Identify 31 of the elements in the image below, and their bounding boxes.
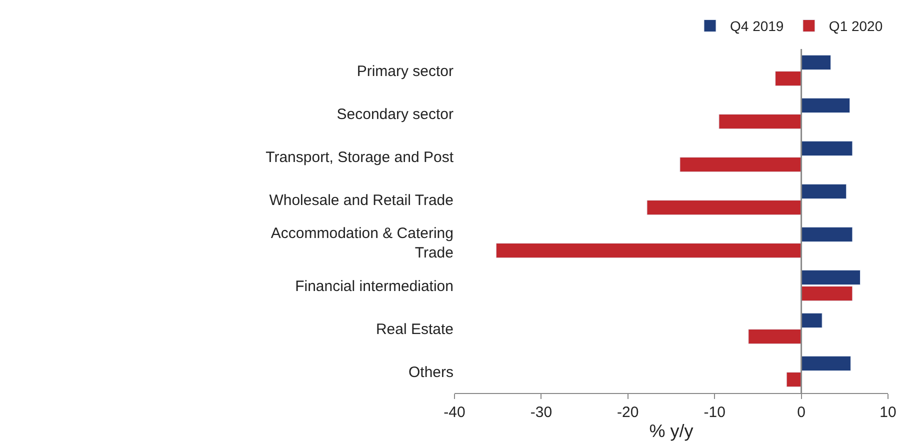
y-tick-label: Accommodation & Catering Trade	[270, 225, 454, 262]
bar	[786, 372, 802, 388]
bar	[496, 243, 802, 258]
bar	[801, 54, 832, 70]
bar	[801, 140, 853, 156]
y-tick-label: Financial intermediation	[295, 278, 454, 295]
bar	[801, 184, 847, 199]
bar	[748, 329, 802, 344]
y-tick-label: Real Estate	[376, 320, 454, 338]
bar	[801, 356, 851, 371]
bar	[680, 157, 802, 172]
legend-label: Q4 2019	[730, 18, 784, 34]
bar	[718, 114, 802, 130]
bar	[801, 98, 850, 113]
bar	[801, 312, 822, 328]
y-tick-label: Wholesale and Retail Trade	[269, 192, 454, 209]
x-tick-label: 0	[797, 404, 806, 421]
y-tick-label: Transport, Storage and Post	[266, 148, 454, 166]
bar	[801, 226, 853, 242]
bar	[646, 200, 802, 216]
x-tick-label: -30	[530, 404, 552, 421]
x-tick-label: -40	[444, 404, 466, 421]
x-tick-label: 10	[880, 404, 896, 421]
x-tick-label: -10	[704, 404, 726, 421]
legend-label: Q1 2020	[828, 18, 883, 34]
bar	[775, 71, 802, 86]
x-axis-title: % y/y	[649, 421, 694, 442]
y-tick-label: Others	[408, 364, 454, 381]
x-tick-label: -20	[617, 404, 639, 421]
y-tick-label: Secondary sector	[336, 106, 454, 123]
y-tick-label: Primary sector	[356, 62, 454, 80]
